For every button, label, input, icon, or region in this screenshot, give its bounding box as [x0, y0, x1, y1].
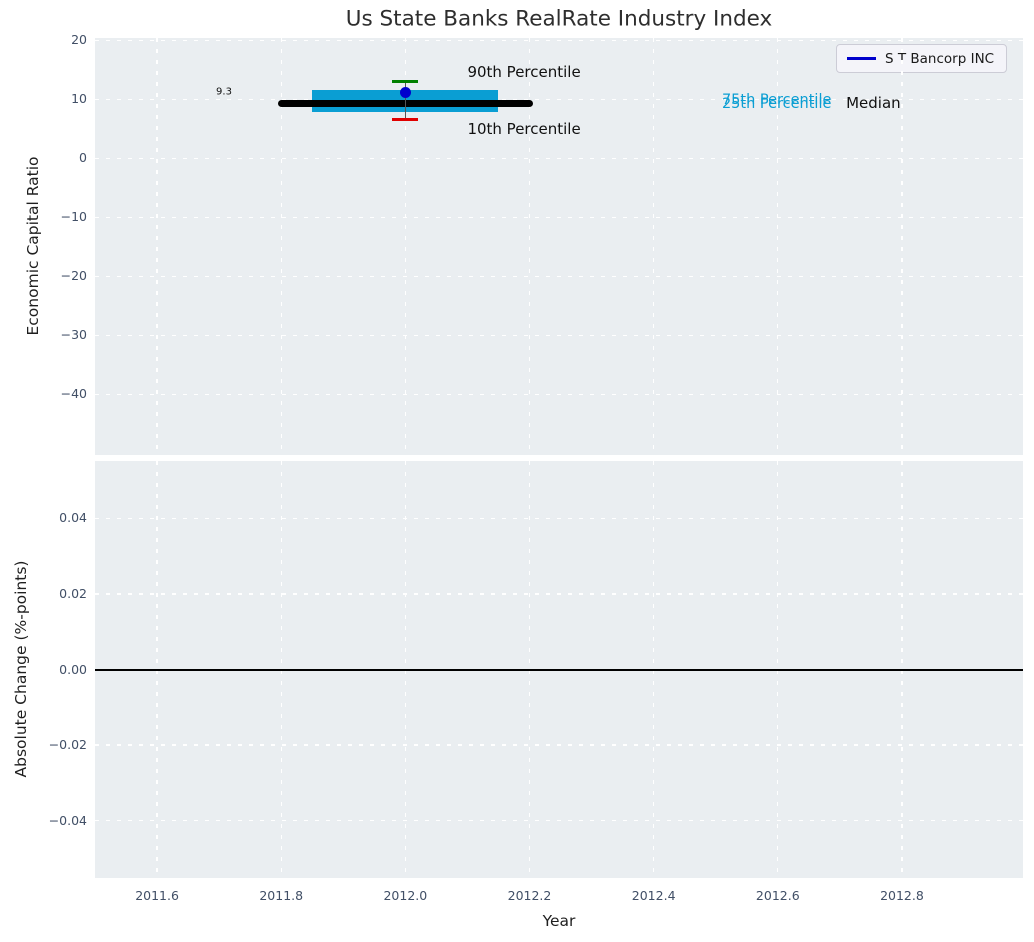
gridline-vertical — [156, 38, 158, 455]
company-marker — [399, 87, 411, 99]
y-tick-label: 10 — [71, 91, 87, 107]
y-tick-label: −0.02 — [48, 737, 87, 753]
gridline-horizontal — [95, 39, 1023, 41]
y-tick-label: 0 — [79, 150, 87, 166]
y-tick-label: 0.02 — [59, 585, 87, 601]
y-tick-label: 0.00 — [59, 661, 87, 677]
legend-label: S T Bancorp INC — [885, 50, 995, 67]
annotation-median: Median — [846, 93, 901, 112]
gridline-horizontal — [95, 98, 1023, 100]
gridline-horizontal — [95, 744, 1023, 746]
annotation-25th-percentile: 25th Percentile — [721, 96, 832, 113]
x-tick-label: 2012.0 — [383, 888, 428, 903]
y-tick-label: 20 — [71, 32, 87, 48]
gridline-vertical — [528, 38, 531, 455]
gridline-vertical — [653, 38, 655, 455]
gridline-horizontal — [95, 593, 1023, 595]
gridline-horizontal — [95, 393, 1023, 395]
gridline-vertical — [901, 38, 903, 455]
y-axis-label-top: Economic Capital Ratio — [24, 156, 42, 336]
gridline-horizontal — [95, 517, 1023, 519]
y-tick-label: 0.04 — [59, 510, 87, 526]
y-tick-label: −0.04 — [48, 812, 87, 828]
legend-line-sample — [847, 57, 876, 60]
chart-title: Us State Banks RealRate Industry Index — [345, 6, 773, 32]
annotation-10th-percentile: 10th Percentile — [467, 119, 581, 138]
gridline-vertical — [777, 38, 779, 455]
y-tick-label: −40 — [60, 386, 87, 402]
error-cap-10th — [392, 118, 419, 122]
gridline-horizontal — [95, 275, 1023, 277]
gridline-horizontal — [95, 334, 1023, 336]
annotation-90th-percentile: 90th Percentile — [467, 63, 581, 82]
annotation-9-3: 9.3 — [216, 86, 232, 98]
gridline-vertical — [280, 38, 282, 455]
y-tick-label: −20 — [60, 268, 87, 284]
x-tick-label: 2012.4 — [631, 888, 676, 903]
y-tick-label: −10 — [60, 209, 87, 225]
x-tick-label: 2011.6 — [135, 888, 179, 903]
gridline-horizontal — [95, 819, 1023, 822]
gridline-horizontal — [95, 216, 1023, 218]
top-axes — [95, 38, 1023, 455]
x-tick-label: 2012.6 — [755, 888, 800, 903]
error-bar-line — [404, 81, 407, 120]
annotation-75th-percentile: 75th Percentile — [721, 91, 832, 108]
y-tick-label: −30 — [60, 327, 87, 343]
x-tick-label: 2011.8 — [259, 888, 304, 903]
gridline-horizontal — [95, 157, 1023, 159]
x-tick-label: 2012.8 — [880, 888, 924, 903]
error-cap-90th — [392, 79, 419, 83]
x-tick-label: 2012.2 — [507, 888, 552, 903]
x-axis-label: Year — [542, 912, 576, 930]
legend: S T Bancorp INC — [836, 44, 1008, 73]
gridline-vertical — [404, 38, 406, 455]
zero-line — [95, 668, 1023, 671]
